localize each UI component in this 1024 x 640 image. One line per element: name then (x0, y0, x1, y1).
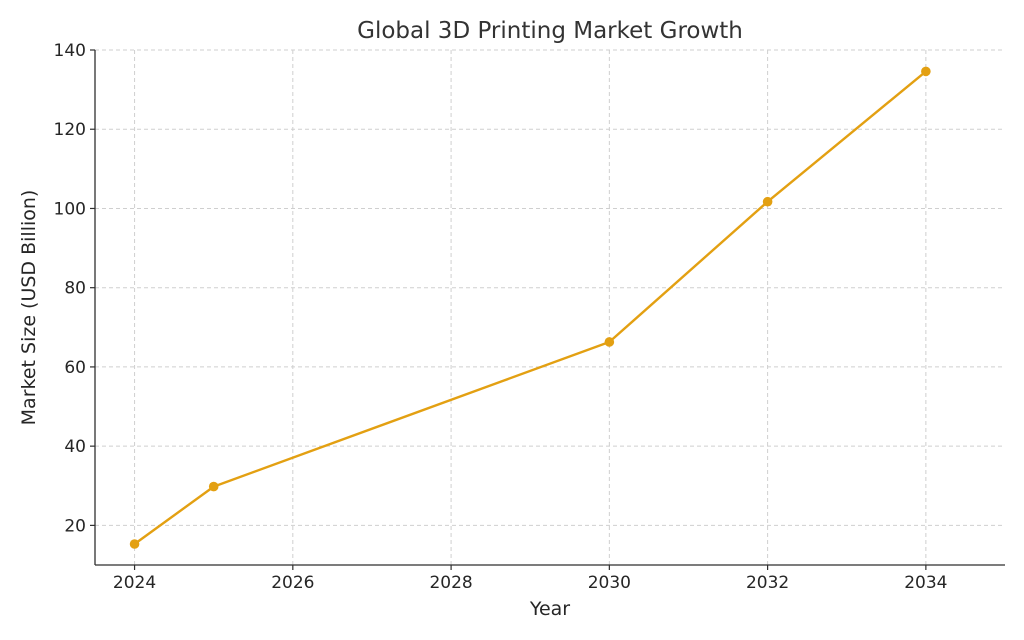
data-point (208, 481, 219, 492)
y-axis-title: Market Size (USD Billion) (18, 190, 40, 426)
x-tick-label: 2032 (746, 573, 789, 593)
y-tick-label: 60 (64, 358, 86, 378)
y-tick-label: 120 (54, 120, 86, 140)
y-tick-label: 100 (54, 199, 86, 219)
x-tick-label: 2024 (113, 573, 156, 593)
series (129, 66, 931, 549)
x-tick-label: 2030 (588, 573, 631, 593)
axes (94, 50, 1005, 566)
grid (95, 49, 1005, 565)
y-tick-label: 140 (54, 41, 86, 61)
data-point (762, 196, 773, 207)
y-tick-label: 80 (64, 279, 86, 299)
series-line (133, 70, 928, 546)
x-tick-label: 2026 (271, 573, 314, 593)
y-tick-label: 40 (64, 437, 86, 457)
x-tick-label: 2028 (429, 573, 472, 593)
y-tick-label: 20 (64, 516, 86, 536)
x-axis-title: Year (529, 598, 570, 620)
chart-title: Global 3D Printing Market Growth (357, 18, 743, 44)
ticks: 2024 2026 2028 2030 2032 2034 20 40 60 80 100 120 14… (54, 41, 948, 593)
data-point (604, 337, 615, 347)
x-tick-label: 2034 (904, 573, 947, 593)
data-point (129, 539, 140, 549)
data-point (921, 66, 931, 77)
